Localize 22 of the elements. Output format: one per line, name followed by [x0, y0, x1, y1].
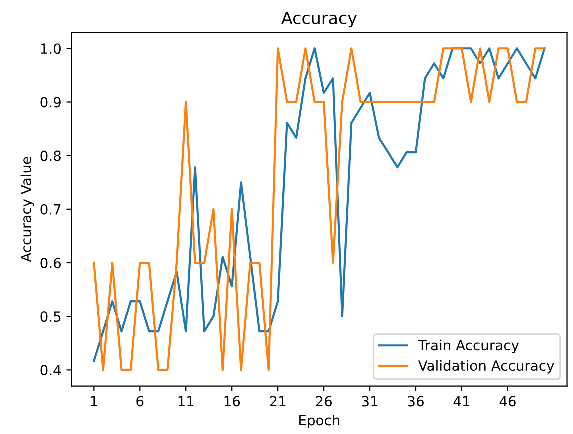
y-tick-label: 0.4: [40, 365, 62, 376]
y-tick-label: 1.0: [41, 44, 61, 54]
y-tick-label: 0.9: [40, 97, 61, 108]
legend-label: Train Accuracy: [418, 340, 520, 354]
x-tick-label: 41: [454, 396, 470, 407]
x-tick-label: 21: [270, 396, 286, 407]
chart-title: Accuracy: [282, 12, 357, 28]
y-tick-label: 0.8: [40, 150, 61, 162]
y-tick-label: 0.6: [40, 258, 62, 268]
x-tick-label: 16: [224, 396, 240, 407]
x-tick-label: 31: [362, 396, 378, 407]
x-tick-label: 1: [91, 396, 98, 407]
x-tick-label: 46: [500, 396, 516, 407]
y-tick-label: 0.7: [40, 204, 61, 215]
x-tick-label: 11: [178, 396, 194, 407]
x-tick-label: 6: [136, 396, 144, 407]
x-axis-title: Epoch: [300, 414, 340, 428]
y-tick-label: 0.5: [40, 312, 61, 322]
legend-label: Validation Accuracy: [418, 360, 554, 374]
x-tick-label: 26: [316, 396, 332, 407]
x-tick-label: 36: [408, 396, 424, 407]
y-axis-title: Accuracy Value: [20, 157, 34, 262]
